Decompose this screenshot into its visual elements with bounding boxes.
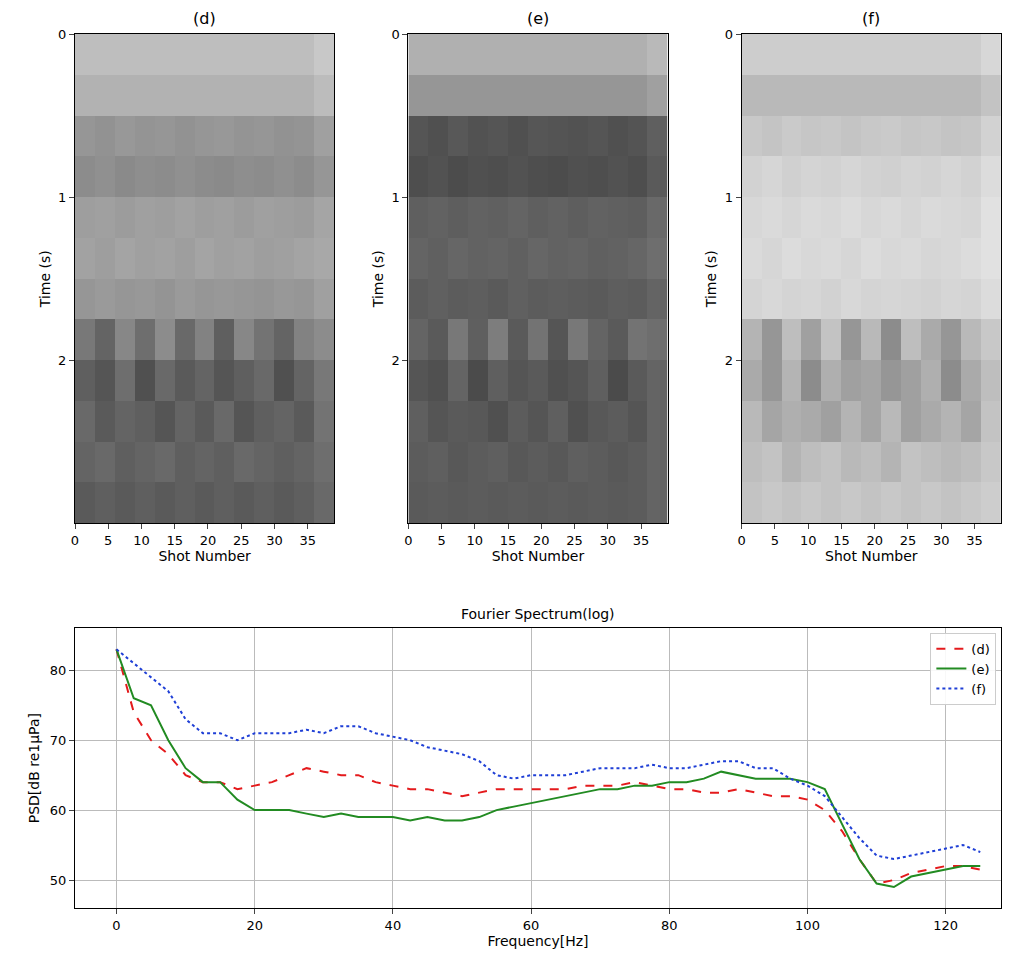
svg-text:20: 20 xyxy=(200,533,217,548)
svg-text:2: 2 xyxy=(725,353,733,368)
svg-text:15: 15 xyxy=(833,533,850,548)
svg-text:10: 10 xyxy=(133,533,150,548)
svg-text:20: 20 xyxy=(533,533,550,548)
svg-text:30: 30 xyxy=(266,533,283,548)
svg-text:Time (s): Time (s) xyxy=(370,250,386,308)
svg-text:120: 120 xyxy=(933,918,958,933)
svg-text:5: 5 xyxy=(104,533,112,548)
svg-text:70: 70 xyxy=(50,733,67,748)
svg-text:5: 5 xyxy=(771,533,779,548)
svg-text:20: 20 xyxy=(866,533,883,548)
svg-text:Frequency[Hz]: Frequency[Hz] xyxy=(487,933,588,949)
svg-text:80: 80 xyxy=(661,918,678,933)
svg-text:0: 0 xyxy=(738,533,746,548)
svg-text:(e): (e) xyxy=(971,662,989,677)
svg-text:10: 10 xyxy=(467,533,484,548)
svg-text:80: 80 xyxy=(50,663,67,678)
svg-text:35: 35 xyxy=(966,533,983,548)
svg-text:0: 0 xyxy=(391,27,399,42)
svg-text:60: 60 xyxy=(50,803,67,818)
svg-text:30: 30 xyxy=(600,533,617,548)
svg-text:0: 0 xyxy=(58,27,66,42)
svg-text:30: 30 xyxy=(933,533,950,548)
svg-text:100: 100 xyxy=(795,918,820,933)
svg-text:0: 0 xyxy=(112,918,120,933)
svg-text:Time (s): Time (s) xyxy=(37,250,53,308)
svg-text:15: 15 xyxy=(166,533,183,548)
svg-text:0: 0 xyxy=(725,27,733,42)
svg-text:15: 15 xyxy=(500,533,517,548)
svg-text:35: 35 xyxy=(299,533,316,548)
svg-text:Shot Number: Shot Number xyxy=(492,548,585,564)
svg-text:(f): (f) xyxy=(971,682,986,697)
svg-text:Shot Number: Shot Number xyxy=(158,548,251,564)
svg-text:1: 1 xyxy=(725,190,733,205)
svg-text:2: 2 xyxy=(58,353,66,368)
svg-text:0: 0 xyxy=(404,533,412,548)
svg-text:(e): (e) xyxy=(527,9,549,28)
svg-text:0: 0 xyxy=(71,533,79,548)
svg-text:35: 35 xyxy=(633,533,650,548)
svg-text:PSD[dB re1μPa]: PSD[dB re1μPa] xyxy=(26,713,42,823)
svg-text:Time (s): Time (s) xyxy=(703,250,719,308)
svg-text:25: 25 xyxy=(900,533,917,548)
svg-text:10: 10 xyxy=(800,533,817,548)
svg-text:20: 20 xyxy=(246,918,263,933)
svg-text:5: 5 xyxy=(437,533,445,548)
svg-text:(f): (f) xyxy=(862,9,880,28)
svg-text:60: 60 xyxy=(523,918,540,933)
svg-text:1: 1 xyxy=(58,190,66,205)
svg-text:(d): (d) xyxy=(193,9,216,28)
svg-text:25: 25 xyxy=(233,533,250,548)
svg-text:40: 40 xyxy=(385,918,402,933)
svg-text:(d): (d) xyxy=(971,642,989,657)
svg-text:2: 2 xyxy=(391,353,399,368)
svg-text:Shot Number: Shot Number xyxy=(825,548,918,564)
svg-text:Fourier Spectrum(log): Fourier Spectrum(log) xyxy=(461,606,615,622)
svg-text:50: 50 xyxy=(50,873,67,888)
svg-text:1: 1 xyxy=(391,190,399,205)
svg-text:25: 25 xyxy=(566,533,583,548)
